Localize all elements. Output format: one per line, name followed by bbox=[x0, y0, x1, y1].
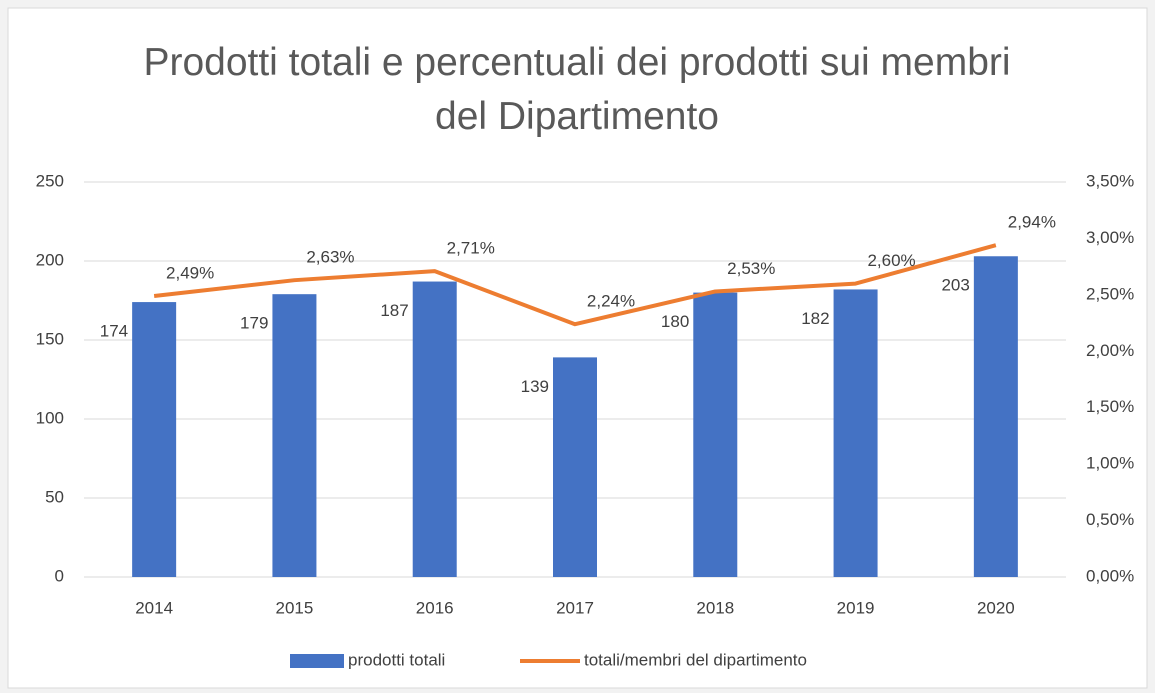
bar-value-label: 203 bbox=[941, 276, 969, 295]
bar bbox=[132, 302, 177, 577]
x-tick-label: 2016 bbox=[416, 598, 454, 617]
bar-value-label: 139 bbox=[521, 377, 549, 396]
line-value-label: 2,53% bbox=[727, 259, 775, 278]
y-tick-label: 100 bbox=[36, 408, 64, 427]
line-value-label: 2,24% bbox=[587, 292, 635, 311]
x-tick-label: 2014 bbox=[135, 598, 173, 617]
y2-tick-label: 2,00% bbox=[1086, 341, 1134, 360]
x-tick-label: 2017 bbox=[556, 598, 594, 617]
y2-tick-label: 1,50% bbox=[1086, 397, 1134, 416]
x-tick-label: 2018 bbox=[696, 598, 734, 617]
y-tick-label: 200 bbox=[36, 250, 64, 269]
bar bbox=[833, 289, 878, 577]
bar-value-label: 180 bbox=[661, 312, 689, 331]
y-tick-label: 150 bbox=[36, 329, 64, 348]
x-tick-label: 2015 bbox=[276, 598, 314, 617]
bar bbox=[412, 281, 457, 577]
y-tick-label: 0 bbox=[55, 566, 64, 585]
y2-tick-label: 1,00% bbox=[1086, 454, 1134, 473]
bar-value-label: 179 bbox=[240, 314, 268, 333]
legend-swatch bbox=[290, 654, 344, 668]
bar bbox=[553, 357, 597, 577]
legend-label: totali/membri del dipartimento bbox=[584, 650, 807, 669]
y2-tick-label: 3,50% bbox=[1086, 171, 1134, 190]
x-tick-label: 2019 bbox=[837, 598, 875, 617]
line-value-label: 2,49% bbox=[166, 263, 214, 282]
y-tick-label: 250 bbox=[36, 171, 64, 190]
line-value-label: 2,71% bbox=[447, 239, 495, 258]
y2-tick-label: 2,50% bbox=[1086, 284, 1134, 303]
line-value-label: 2,60% bbox=[867, 251, 915, 270]
bar bbox=[272, 294, 317, 577]
line-value-label: 2,94% bbox=[1008, 213, 1056, 232]
bar-value-label: 187 bbox=[380, 301, 408, 320]
y-tick-label: 50 bbox=[45, 487, 64, 506]
y2-tick-label: 0,00% bbox=[1086, 566, 1134, 585]
bar bbox=[973, 256, 1018, 577]
y2-tick-label: 3,00% bbox=[1086, 228, 1134, 247]
bar-value-label: 182 bbox=[801, 309, 829, 328]
y2-tick-label: 0,50% bbox=[1086, 510, 1134, 529]
line bbox=[153, 243, 997, 327]
line-value-label: 2,63% bbox=[306, 248, 354, 267]
bar-value-label: 174 bbox=[100, 322, 128, 341]
legend-label: prodotti totali bbox=[348, 650, 445, 669]
bar bbox=[693, 292, 738, 577]
x-tick-label: 2020 bbox=[977, 598, 1015, 617]
chart-title: Prodotti totali e percentuali dei prodot… bbox=[143, 41, 1011, 138]
